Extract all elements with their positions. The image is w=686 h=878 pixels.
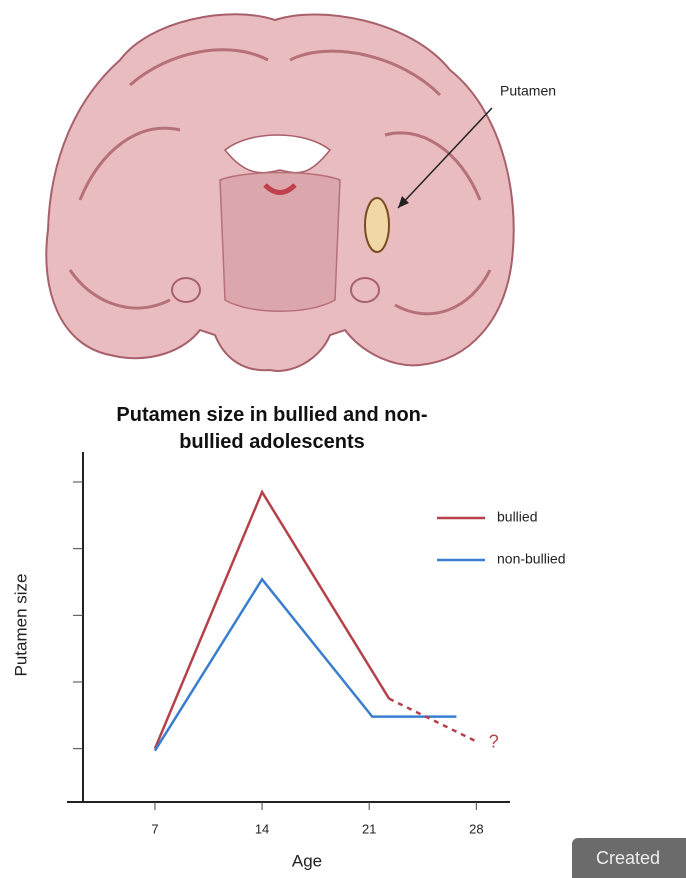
x-tick-label: 7 (151, 821, 158, 836)
brain-illustration: Putamen (46, 14, 556, 371)
legend-label: bullied (497, 509, 537, 525)
chart-title: Putamen size in bullied and non-bullied … (102, 402, 442, 456)
x-tick-label: 21 (362, 821, 376, 836)
y-axis-label: Putamen size (11, 574, 30, 677)
legend-label: non-bullied (497, 551, 566, 567)
created-button[interactable]: Created (572, 838, 686, 878)
series-line (155, 492, 389, 749)
projection-line (389, 699, 475, 741)
x-tick-label: 14 (255, 821, 269, 836)
page: {"annotation": "Putamen", "chart_data": … (0, 0, 686, 878)
projection-label: ? (489, 731, 499, 751)
putamen (365, 198, 389, 252)
chart: Putamen size Age 7 14 21 28 bullied non-bulli… (11, 452, 565, 870)
series-line (155, 579, 457, 750)
x-axis-label: Age (292, 851, 322, 870)
x-tick-label: 28 (469, 821, 483, 836)
annotation: Putamen (500, 83, 556, 99)
